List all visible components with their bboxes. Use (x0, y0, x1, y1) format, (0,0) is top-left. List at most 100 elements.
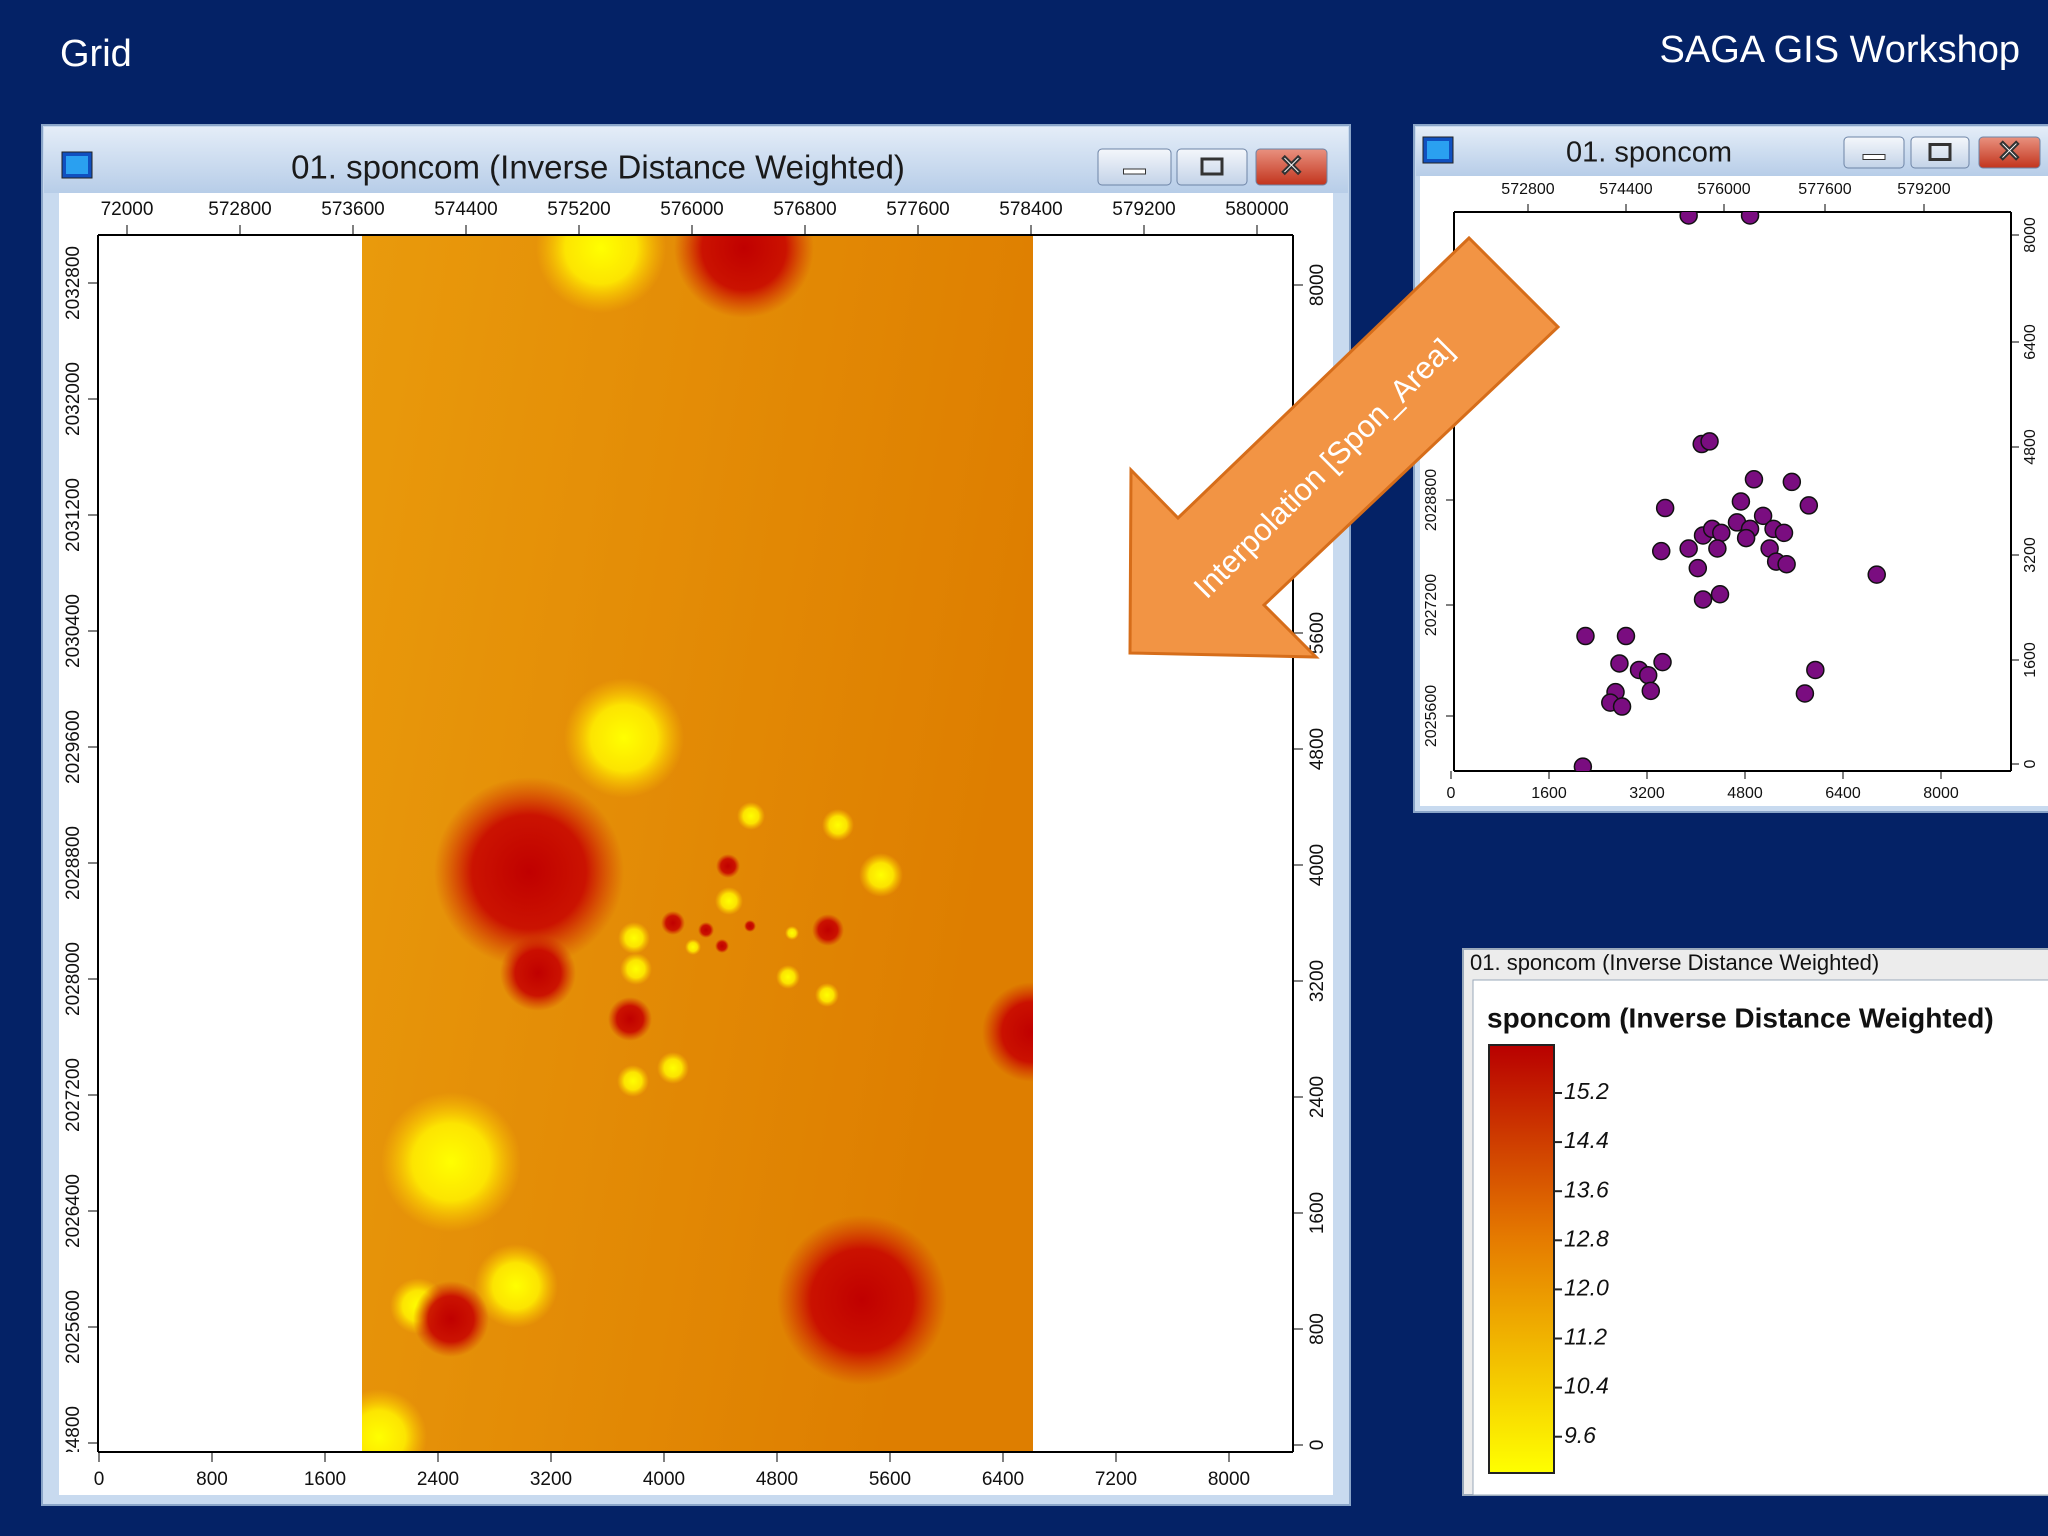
sample-point (1679, 539, 1698, 558)
interpolation-arrow (1128, 235, 1561, 659)
high-spot (617, 1065, 649, 1097)
maximize-glyph (1928, 143, 1952, 161)
low-spot (500, 935, 576, 1011)
close-button[interactable] (1978, 136, 2041, 169)
high-spot (737, 802, 765, 830)
low-spot (716, 854, 740, 878)
sample-point (1731, 492, 1751, 511)
sample-point (1799, 496, 1819, 515)
slide-subtitle: SAGA GIS Workshop (1660, 29, 2020, 71)
high-spot (620, 953, 652, 985)
high-spot (785, 926, 799, 940)
low-spot (982, 982, 1033, 1082)
sample-point (1712, 523, 1731, 543)
legend-window-title: 01. sponcom (Inverse Distance Weighted) (1470, 950, 1879, 975)
close-glyph: ✕ (1279, 150, 1304, 183)
right-tick-label: 3200 (2022, 537, 2039, 573)
right-tick-label: 1600 (2022, 642, 2039, 678)
left-tick-label: 2030400 (63, 594, 84, 668)
right-tick-label: 0 (2022, 759, 2039, 768)
window-icon-inner (66, 156, 88, 174)
sample-point (1710, 584, 1730, 604)
bottom-tick-label: 8000 (1208, 1469, 1250, 1490)
left-tick-label: 2025600 (1423, 685, 1440, 747)
high-spot (859, 853, 903, 897)
bottom-tick-label: 1600 (304, 1469, 346, 1490)
high-spot (685, 939, 701, 955)
sample-point (1693, 590, 1713, 609)
high-spot (474, 1244, 558, 1328)
low-spot (715, 939, 729, 953)
maximize-glyph (1200, 157, 1224, 176)
sample-point (1740, 212, 1760, 225)
right-tick-label: 8000 (2022, 217, 2039, 253)
bottom-tick-label: 6400 (982, 1469, 1024, 1490)
minimize-glyph (1123, 168, 1146, 175)
sample-point (1616, 626, 1636, 646)
top-tick-label: 576000 (1697, 181, 1750, 198)
legend-tick-label: 12.0 (1564, 1274, 1609, 1300)
minimize-button[interactable] (1843, 136, 1905, 169)
top-tick-label: 576800 (773, 199, 836, 220)
maximize-button[interactable] (1910, 136, 1970, 169)
low-spot (674, 235, 814, 318)
legend-window-client (1472, 979, 2048, 1496)
top-tick-label: 572800 (1501, 181, 1554, 198)
sample-point (1573, 757, 1593, 771)
right-tick-label: 5600 (1307, 612, 1328, 654)
right-tick-label: 8000 (1307, 264, 1328, 306)
top-tick-label: 572800 (208, 199, 271, 220)
maximize-button[interactable] (1176, 148, 1248, 186)
sample-point (1651, 541, 1671, 561)
minimize-glyph (1862, 154, 1886, 160)
top-tick-label: 72000 (101, 199, 154, 220)
left-tick-label: 2031200 (63, 478, 84, 552)
sample-point (1610, 654, 1629, 673)
top-tick-label: 579200 (1897, 181, 1950, 198)
points-window-client (1420, 176, 2048, 806)
high-spot (618, 922, 650, 954)
right-tick-label: 2400 (1307, 1076, 1328, 1118)
left-tick-label: 2025600 (63, 1290, 84, 1364)
points-window-title: 01. sponcom (1566, 137, 1732, 169)
left-tick-label: 2027200 (63, 1058, 84, 1132)
right-tick-label: 4000 (1307, 844, 1328, 886)
close-button[interactable] (1255, 148, 1328, 186)
right-tick-label: 1600 (1307, 1192, 1328, 1234)
bottom-tick-label: 5600 (869, 1469, 911, 1490)
minimize-button[interactable] (1097, 148, 1172, 186)
bottom-tick-label: 0 (94, 1469, 105, 1490)
left-tick-label: 2027200 (1423, 574, 1440, 636)
sample-point (1653, 652, 1672, 672)
bottom-tick-label: 3200 (530, 1469, 572, 1490)
sample-point (1638, 665, 1658, 685)
high-spot (362, 1389, 427, 1452)
legend-tick-label: 9.6 (1564, 1422, 1596, 1448)
bottom-tick-label: 2400 (417, 1469, 459, 1490)
raster-map (362, 235, 1033, 1452)
legend-tick-label: 14.4 (1564, 1127, 1609, 1153)
sample-point (1655, 498, 1675, 518)
left-tick-label: 2029600 (63, 710, 84, 784)
left-tick-label: 2028800 (1423, 469, 1440, 531)
bottom-tick-label: 0 (1447, 785, 1456, 802)
bottom-tick-label: 4800 (756, 1469, 798, 1490)
top-tick-label: 575200 (547, 199, 610, 220)
sample-point (1576, 626, 1595, 646)
high-spot (815, 983, 839, 1007)
sample-point (1736, 528, 1756, 548)
close-glyph: ✕ (1997, 135, 2022, 168)
top-tick-label: 576000 (660, 199, 723, 220)
high-spot (564, 678, 684, 798)
sample-point (1774, 523, 1794, 543)
legend-tick-label: 13.6 (1564, 1176, 1609, 1202)
bottom-tick-label: 6400 (1825, 785, 1861, 802)
bottom-tick-label: 1600 (1531, 785, 1567, 802)
top-tick-label: 577600 (886, 199, 949, 220)
low-spot (744, 920, 756, 932)
left-tick-label: 2026400 (63, 1174, 84, 1248)
top-tick-label: 573600 (321, 199, 384, 220)
bottom-tick-label: 3200 (1629, 785, 1665, 802)
right-tick-label: 4800 (1307, 728, 1328, 770)
left-tick-label: 2024800 (63, 1406, 84, 1480)
